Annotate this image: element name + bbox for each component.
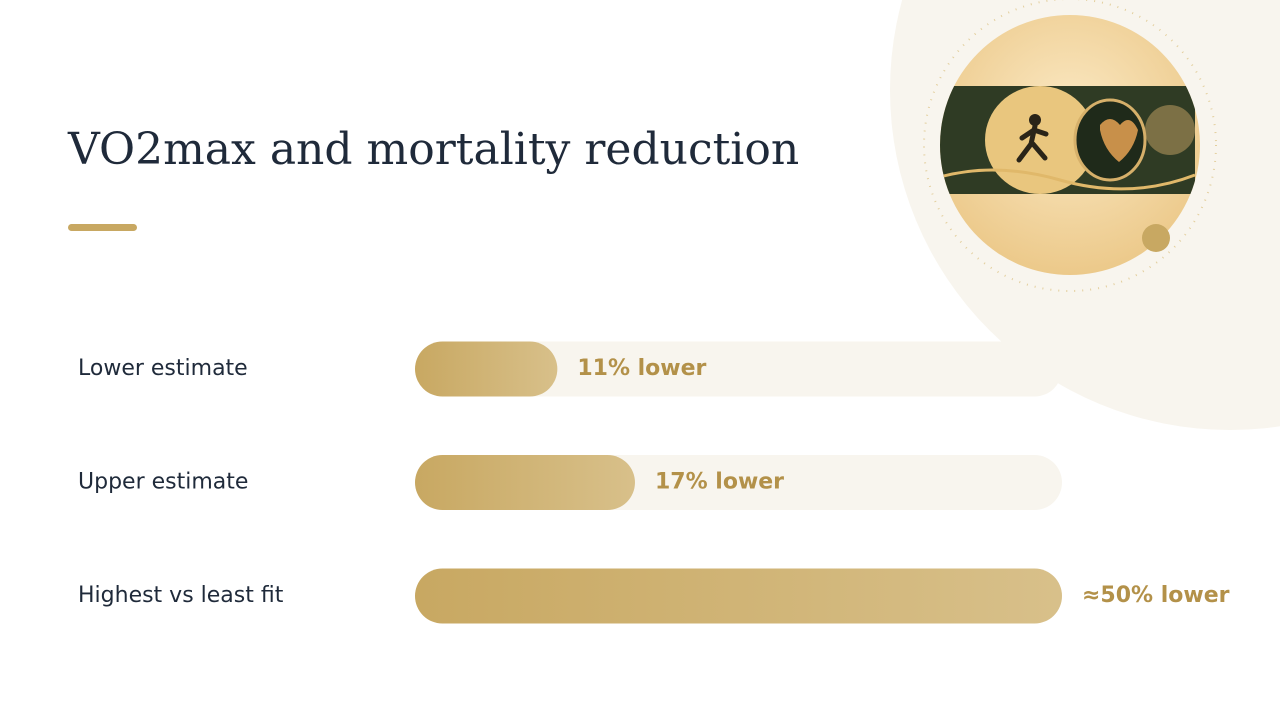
- category-label: Lower estimate: [78, 356, 248, 381]
- bar: [415, 455, 635, 510]
- chart-title: VO2max and mortality reduction: [67, 124, 799, 175]
- title-accent: [68, 224, 137, 231]
- category-label: Highest vs least fit: [78, 583, 284, 608]
- hero-image: [923, 0, 1217, 292]
- value-label: ≈50% lower: [1082, 583, 1230, 608]
- bar: [415, 341, 558, 397]
- bar-track: [415, 341, 1062, 397]
- value-label: 11% lower: [577, 356, 706, 381]
- bar: [415, 568, 1062, 624]
- value-label: 17% lower: [655, 470, 784, 495]
- category-label: Upper estimate: [78, 470, 248, 495]
